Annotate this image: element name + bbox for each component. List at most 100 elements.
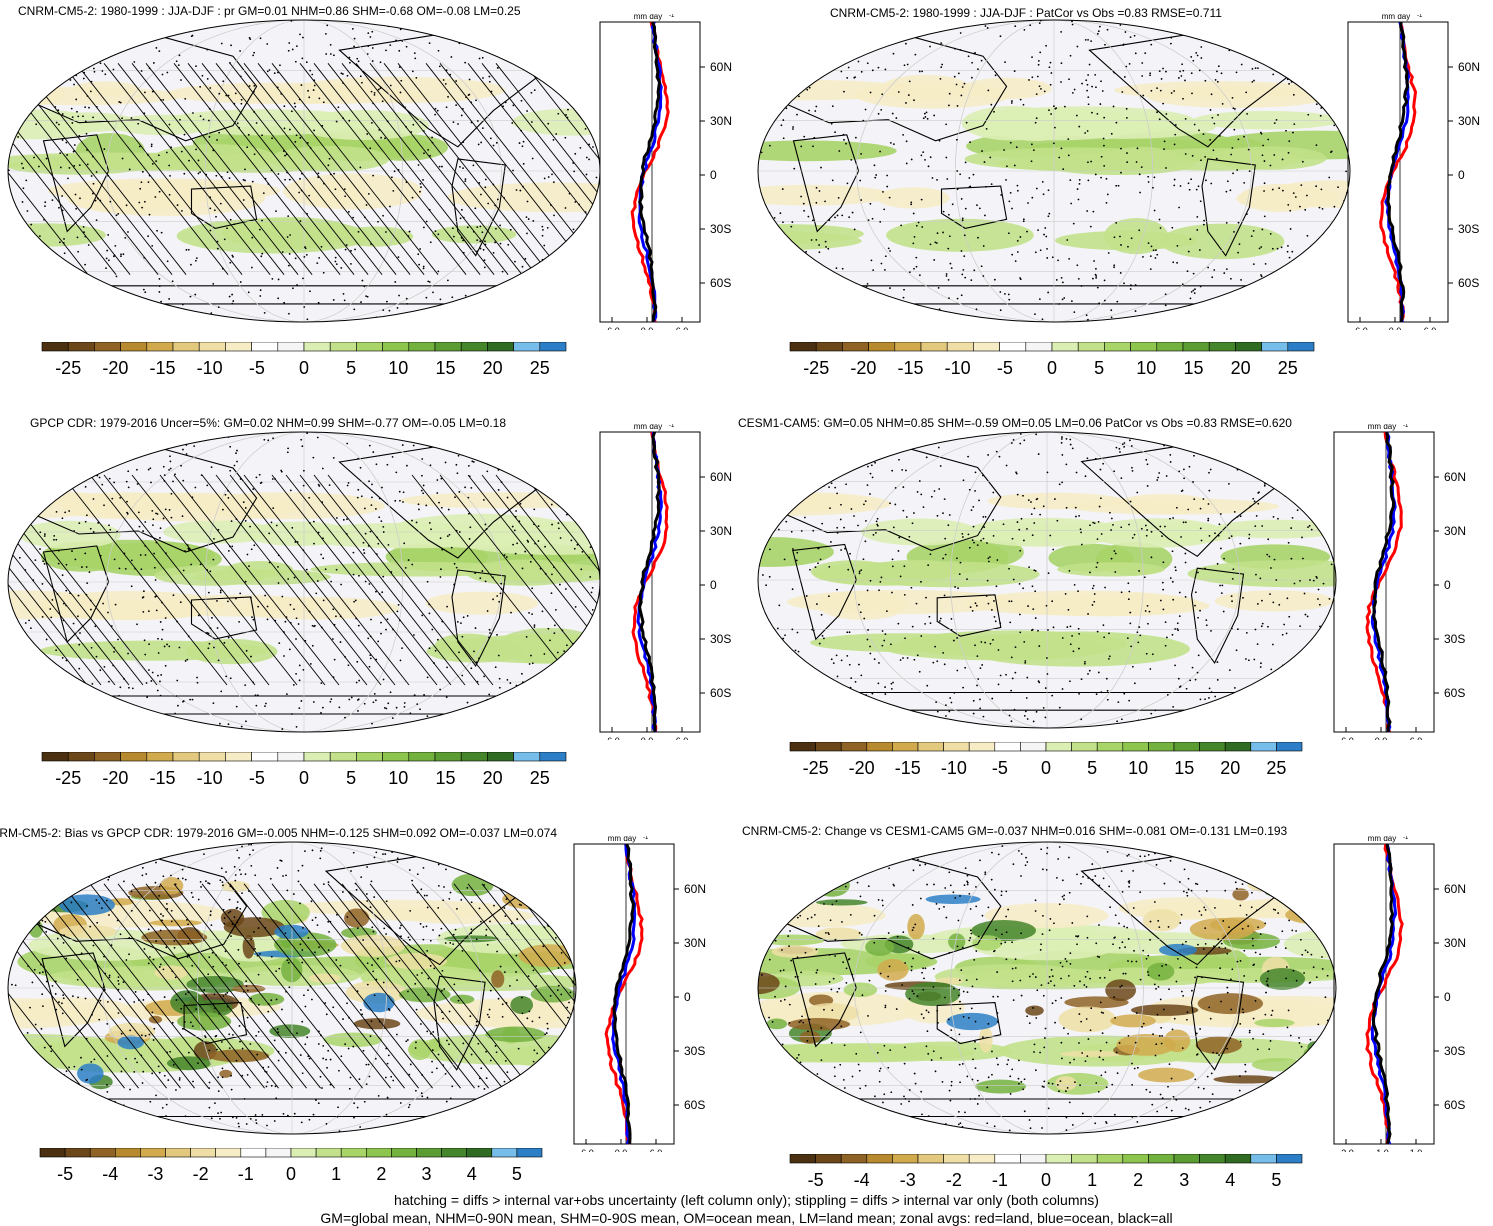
colorbar-label: -4 (854, 1170, 870, 1190)
colorbar-label: -10 (197, 768, 223, 788)
lat-label: 60S (1458, 276, 1479, 290)
lat-label: 0 (1458, 168, 1465, 182)
colorbar-label: 10 (388, 358, 408, 378)
colorbar-label: 20 (483, 768, 503, 788)
lat-label: 30N (684, 936, 706, 950)
zonal-xtick: -3.0 (1338, 1148, 1354, 1152)
colorbar-label: -5 (808, 1170, 824, 1190)
zonal-xtick: 0.0 (1389, 326, 1402, 330)
colorbar-label: -5 (249, 358, 265, 378)
colorbar-label: -20 (102, 358, 128, 378)
zonal-xtick: 0.0 (641, 736, 654, 740)
colorbar-label: -25 (803, 758, 829, 778)
zonal-xtick: 6.0 (676, 326, 689, 330)
colorbar-label: 5 (512, 1164, 522, 1184)
colorbar-label: 5 (1087, 758, 1097, 778)
colorbar-label: 20 (483, 358, 503, 378)
colorbar-label: 10 (1136, 358, 1156, 378)
lat-label: 30S (710, 222, 731, 236)
panel-title: CNRM-CM5-2: Change vs CESM1-CAM5 GM=-0.0… (742, 824, 1287, 838)
colorbar-label: -5 (249, 768, 265, 788)
colorbar-label: -10 (945, 358, 971, 378)
colorbar-label: 1 (1087, 1170, 1097, 1190)
world-map-1 (6, 18, 602, 324)
colorbar-label: -1 (992, 1170, 1008, 1190)
lat-label: 60N (710, 470, 732, 484)
lat-label: 60S (710, 276, 731, 290)
colorbar-label: 0 (299, 768, 309, 788)
colorbar-label: -25 (55, 768, 81, 788)
colorbar-label: 4 (467, 1164, 477, 1184)
zonal-xtick: 6.0 (1424, 326, 1437, 330)
colorbar-label: 25 (1266, 758, 1286, 778)
zonal-xtick: 0.0 (1375, 736, 1388, 740)
world-map-5 (6, 840, 578, 1136)
world-map-4 (756, 430, 1338, 730)
world-map-3 (6, 430, 602, 734)
lat-label: 0 (710, 578, 717, 592)
colorbar-label: -20 (102, 768, 128, 788)
svg-text:-1: -1 (669, 14, 675, 19)
zonal-xtick: 0.0 (641, 326, 654, 330)
lat-label: 60S (710, 686, 731, 700)
colorbar-label: -25 (803, 358, 829, 378)
colorbar-label: 0 (299, 358, 309, 378)
colorbar-label: -5 (57, 1164, 73, 1184)
lat-label: 0 (684, 990, 691, 1004)
colorbar-label: 25 (530, 768, 550, 788)
colorbar-label: -1 (238, 1164, 254, 1184)
lat-label: 60S (1444, 1098, 1465, 1112)
zonal-units: mm day (634, 14, 662, 21)
colorbar-label: -10 (941, 758, 967, 778)
zonal-xtick: 1.0 (1410, 1148, 1423, 1152)
zonal-units: mm day (1368, 424, 1396, 431)
lat-label: 60S (684, 1098, 705, 1112)
lat-label: 60N (1444, 470, 1466, 484)
colorbar-label: 5 (346, 358, 356, 378)
lat-label: 30S (710, 632, 731, 646)
colorbar-label: -4 (102, 1164, 118, 1184)
lat-label: 30S (1458, 222, 1479, 236)
lat-label: 60N (1444, 882, 1466, 896)
colorbar-label: 0 (1041, 1170, 1051, 1190)
colorbar-label: -15 (895, 758, 921, 778)
lat-label: 0 (710, 168, 717, 182)
zonal-xtick: 0.0 (615, 1148, 628, 1152)
colorbar-label: -15 (150, 358, 176, 378)
lat-label: 60N (1458, 60, 1480, 74)
colorbar-label: -2 (193, 1164, 209, 1184)
zonal-units: mm day (1368, 836, 1396, 843)
zonal-xtick: 6.0 (676, 736, 689, 740)
colorbar-label: 20 (1220, 758, 1240, 778)
colorbar-label: 5 (1094, 358, 1104, 378)
colorbar-label: -5 (992, 758, 1008, 778)
colorbar-label: 20 (1231, 358, 1251, 378)
colorbar-label: 10 (388, 768, 408, 788)
colorbar-label: -20 (849, 758, 875, 778)
world-map-6 (756, 840, 1338, 1136)
colorbar-label: -5 (997, 358, 1013, 378)
colorbar-label: 3 (422, 1164, 432, 1184)
lat-label: 30N (1458, 114, 1480, 128)
lat-label: 30N (1444, 936, 1466, 950)
zonal-xtick: 6.0 (650, 1148, 663, 1152)
lat-label: 30S (1444, 632, 1465, 646)
colorbar-label: 15 (435, 358, 455, 378)
lat-label: 30N (710, 114, 732, 128)
lat-label: 60N (710, 60, 732, 74)
colorbar-label: 4 (1225, 1170, 1235, 1190)
world-map-2 (756, 18, 1352, 324)
lat-label: 0 (1444, 990, 1451, 1004)
colorbar-label: 15 (1174, 758, 1194, 778)
lat-label: 30S (684, 1044, 705, 1058)
colorbar-label: -2 (946, 1170, 962, 1190)
colorbar-label: 15 (435, 768, 455, 788)
svg-text:-1: -1 (1417, 14, 1423, 19)
